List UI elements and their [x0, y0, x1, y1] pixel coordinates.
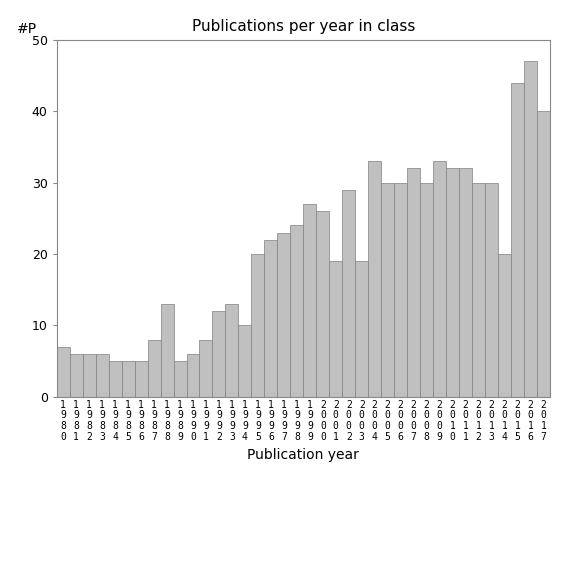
Bar [57, 347, 70, 397]
Bar [251, 254, 264, 397]
Bar [290, 226, 303, 397]
Bar [446, 168, 459, 397]
Bar [433, 161, 446, 397]
Bar [226, 304, 239, 397]
Bar [187, 354, 200, 397]
Bar [160, 304, 174, 397]
Bar [420, 183, 433, 397]
Bar [472, 183, 485, 397]
Bar [134, 361, 147, 397]
Bar [316, 211, 329, 397]
X-axis label: Publication year: Publication year [247, 447, 359, 462]
Bar [264, 240, 277, 397]
Bar [537, 111, 550, 397]
Bar [511, 83, 524, 397]
Bar [121, 361, 134, 397]
Bar [342, 190, 356, 397]
Bar [329, 261, 342, 397]
Y-axis label: #P: #P [17, 22, 37, 36]
Bar [109, 361, 121, 397]
Bar [407, 168, 420, 397]
Bar [356, 261, 368, 397]
Bar [200, 340, 213, 397]
Bar [381, 183, 394, 397]
Bar [394, 183, 407, 397]
Bar [459, 168, 472, 397]
Bar [524, 61, 537, 397]
Title: Publications per year in class: Publications per year in class [192, 19, 415, 35]
Bar [303, 204, 316, 397]
Bar [96, 354, 109, 397]
Bar [239, 325, 251, 397]
Bar [213, 311, 226, 397]
Bar [368, 161, 381, 397]
Bar [485, 183, 498, 397]
Bar [174, 361, 187, 397]
Bar [498, 254, 511, 397]
Bar [147, 340, 160, 397]
Bar [70, 354, 83, 397]
Bar [277, 232, 290, 397]
Bar [83, 354, 96, 397]
